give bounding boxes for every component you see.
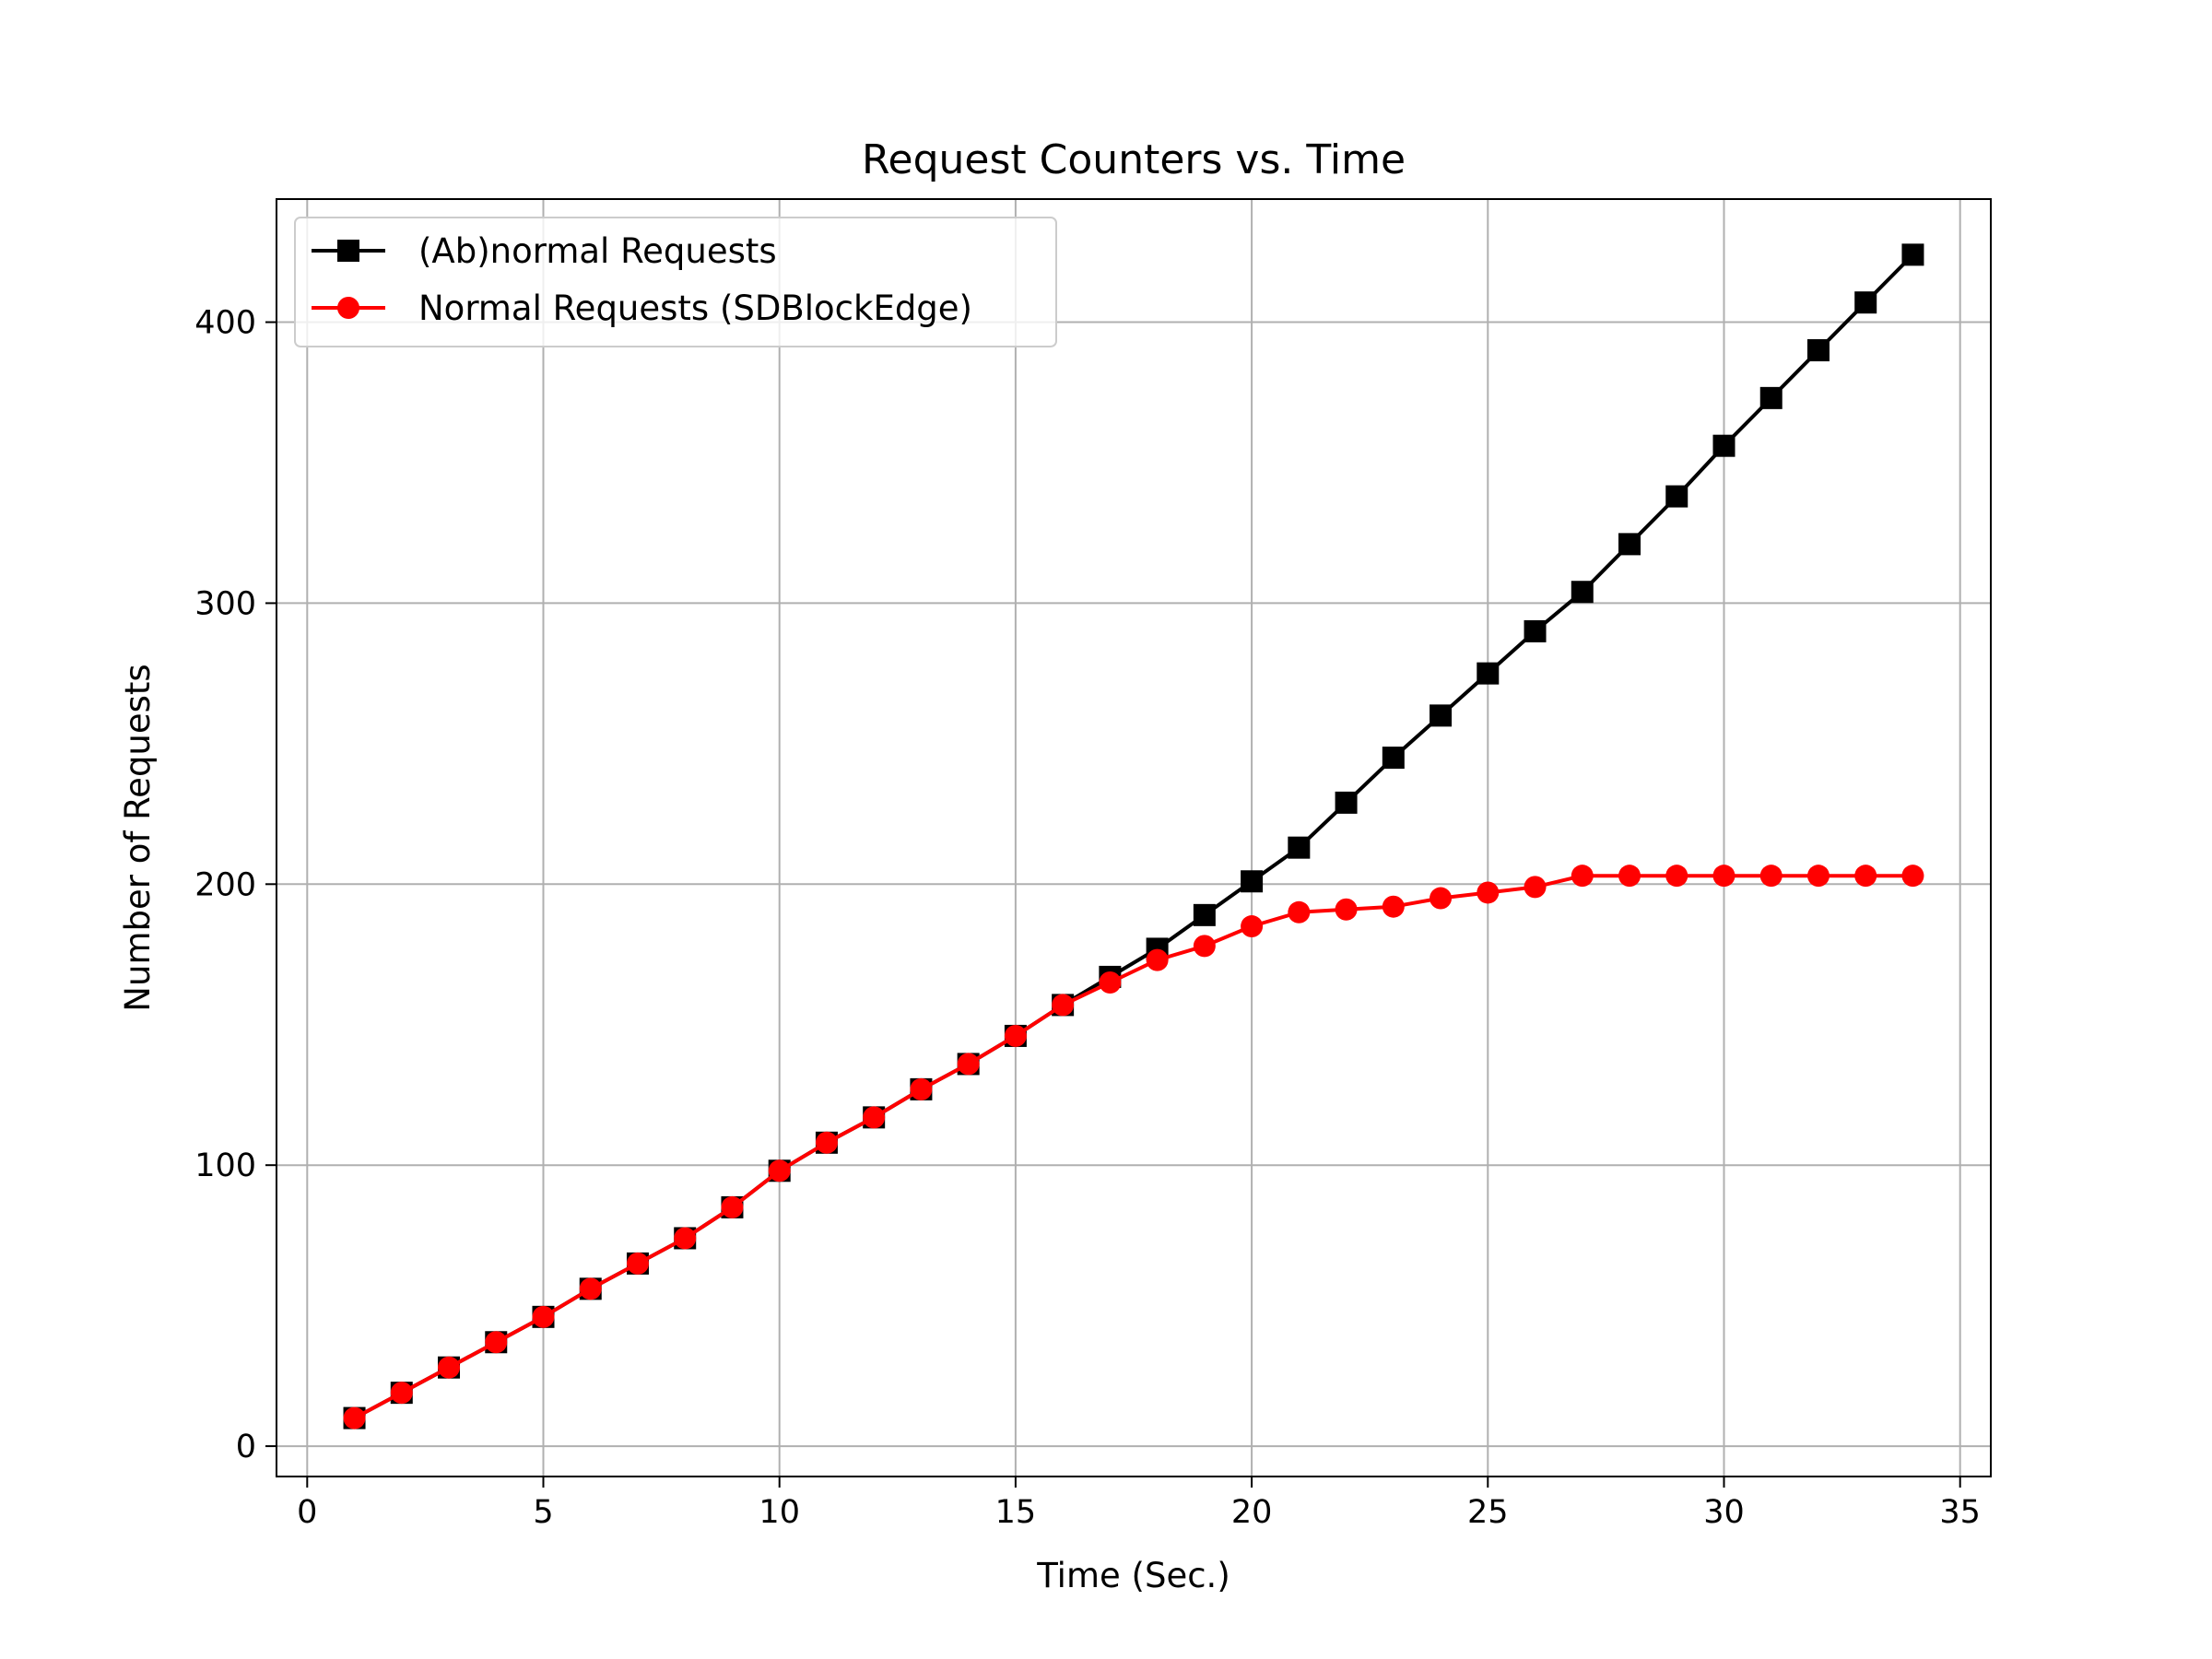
data-point (1524, 876, 1547, 899)
data-point (1099, 971, 1122, 994)
data-point (1854, 865, 1877, 888)
y-tick-label: 100 (194, 1147, 256, 1184)
data-point (1618, 865, 1641, 888)
data-point (1759, 386, 1783, 409)
data-point (1430, 704, 1453, 727)
data-point (1288, 900, 1311, 924)
data-point (910, 1077, 933, 1100)
data-point (1052, 994, 1075, 1017)
data-point (1665, 865, 1688, 888)
legend-label-abnormal: (Ab)normal Requests (418, 231, 777, 271)
legend-box (294, 217, 1057, 347)
plot-frame (276, 198, 1992, 1477)
data-point (1241, 915, 1264, 938)
data-point (1854, 291, 1877, 314)
data-point (1901, 243, 1924, 266)
data-point (1618, 533, 1641, 556)
x-tick-label: 15 (995, 1494, 1037, 1531)
series-line (353, 874, 1913, 1420)
data-point (1335, 898, 1358, 921)
data-point (1901, 865, 1924, 888)
legend: (Ab)normal Requests Normal Requests (SDB… (294, 217, 1057, 347)
legend-label-normal: Normal Requests (SDBlockEdge) (418, 288, 972, 328)
data-point (1288, 836, 1311, 859)
ticks: 0 5 10 15 20 25 30 35 0 100 200 300 400 (194, 305, 1981, 1531)
data-point (626, 1252, 649, 1275)
data-point (721, 1195, 744, 1218)
chart-title: Request Counters vs. Time (862, 136, 1406, 183)
grid (276, 199, 1991, 1477)
data-point (1335, 791, 1358, 814)
y-axis-title: Number of Requests (118, 664, 158, 1011)
data-point (1241, 870, 1264, 893)
data-point (343, 1406, 366, 1430)
x-tick-label: 0 (297, 1494, 317, 1531)
y-tick-label: 300 (194, 585, 256, 622)
data-point (579, 1277, 602, 1300)
x-tick-label: 5 (533, 1494, 553, 1531)
y-tick-label: 0 (236, 1429, 256, 1465)
data-point (438, 1356, 461, 1379)
data-point (1382, 895, 1405, 918)
data-point (1004, 1024, 1027, 1047)
x-axis-title: Time (Sec.) (1036, 1556, 1230, 1595)
data-point (1571, 581, 1594, 604)
x-tick-label: 35 (1939, 1494, 1981, 1531)
data-point (1430, 887, 1453, 910)
data-point (1665, 485, 1688, 508)
data-point (1193, 903, 1216, 926)
data-point (1712, 434, 1735, 457)
data-point (957, 1053, 980, 1076)
data-point (1382, 747, 1405, 770)
data-point (1806, 339, 1830, 362)
data-point (768, 1159, 791, 1182)
data-point (1806, 865, 1830, 888)
y-tick-label: 200 (194, 866, 256, 903)
series-layer (343, 243, 1924, 1430)
series-1 (343, 865, 1924, 1430)
data-point (390, 1382, 413, 1405)
data-point (1712, 865, 1735, 888)
data-point (1477, 881, 1500, 904)
x-tick-label: 30 (1703, 1494, 1745, 1531)
data-point (863, 1106, 886, 1129)
x-tick-label: 20 (1231, 1494, 1273, 1531)
data-point (815, 1131, 838, 1154)
x-tick-label: 25 (1467, 1494, 1509, 1531)
data-point (1571, 865, 1594, 888)
data-point (532, 1305, 555, 1328)
data-point (1524, 619, 1547, 642)
data-point (1477, 662, 1500, 685)
data-point (1193, 935, 1216, 958)
legend-marker-normal (337, 297, 359, 319)
y-tick-label: 400 (194, 305, 256, 342)
x-tick-label: 10 (759, 1494, 800, 1531)
legend-marker-abnormal (337, 240, 359, 262)
data-point (1759, 865, 1783, 888)
data-point (485, 1331, 508, 1354)
data-point (1146, 948, 1169, 971)
data-point (674, 1227, 697, 1250)
